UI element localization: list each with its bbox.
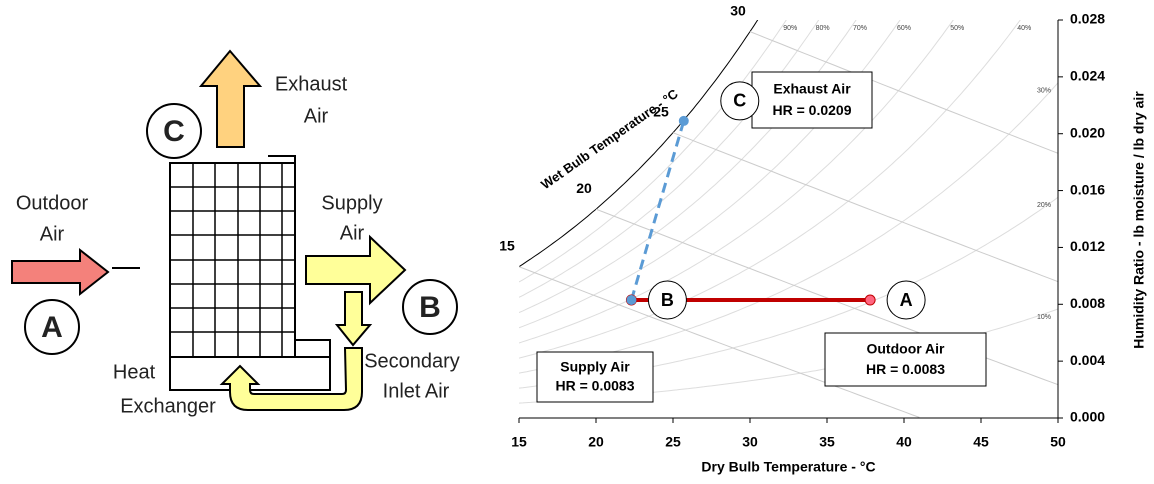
callout-text: HR = 0.0083 [556,378,635,394]
x-tick-label: 45 [973,434,989,450]
x-tick-label: 50 [1050,434,1066,450]
y-tick-label: 0.004 [1070,352,1105,368]
series-line [631,121,683,300]
label: Secondary [364,350,460,372]
rh-label: 20% [1037,202,1051,209]
data-point [679,116,689,126]
label: Air [340,222,365,244]
point-letter: A [900,290,913,310]
page: Outdoor Air Exhaust Air Supply Air Secon… [0,0,1154,479]
point-letter: B [419,291,441,324]
exhaust-arrow [201,51,260,147]
rh-label: 40% [1017,25,1031,32]
label: Air [304,105,329,127]
data-point [626,295,636,305]
rh-curve [519,0,1058,358]
x-tick-label: 30 [742,434,758,450]
callout-title: Outdoor Air [866,341,945,357]
wet-bulb-label: 30 [730,2,746,18]
data-point [865,295,875,305]
wet-bulb-axis-label: Wet Bulb Temperature - °C [538,86,681,192]
y-axis-label: Humidity Ratio - lb moisture / lb dry ai… [1131,91,1147,349]
label: Outdoor [16,192,89,214]
point-letter: C [163,115,185,148]
label: Exhaust [275,73,348,95]
secondary-arrow [337,292,370,345]
point-letter: A [41,311,63,344]
callout-title: Supply Air [560,359,630,375]
callout-text: HR = 0.0083 [866,361,945,377]
label: Heat [113,361,156,383]
rh-label: 10% [1037,314,1051,321]
x-tick-label: 40 [896,434,912,450]
wet-bulb-label: 20 [576,180,592,196]
outdoor-arrow [12,250,108,294]
x-tick-label: 35 [819,434,835,450]
rh-label: 70% [853,25,867,32]
y-tick-label: 0.024 [1070,68,1105,84]
rh-label: 50% [950,25,964,32]
x-axis-label: Dry Bulb Temperature - °C [701,459,875,475]
y-tick-label: 0.016 [1070,181,1105,197]
wet-bulb-label: 15 [499,237,515,253]
x-tick-label: 15 [511,434,527,450]
y-tick-label: 0.020 [1070,124,1105,140]
chart: 90% 80% 70% 60% 50% 40% 30% 20% 10% 15 20 25 30 Wet B… [499,0,1146,475]
callout-text: HR = 0.0209 [773,102,852,118]
rh-curve [519,0,1058,328]
rh-label: 30% [1037,88,1051,95]
y-tick-label: 0.008 [1070,295,1105,311]
point-letter: C [733,91,746,111]
label: Inlet Air [383,380,450,402]
label: Supply [321,192,382,214]
y-tick-label: 0.000 [1070,409,1105,425]
x-tick-label: 25 [665,434,681,450]
label: Exchanger [120,395,216,417]
y-tick-label: 0.028 [1070,11,1105,27]
rh-label: 80% [816,25,830,32]
y-tick-label: 0.012 [1070,238,1105,254]
exchanger-port [295,340,330,357]
rh-label: 60% [897,25,911,32]
wet-bulb-line [673,133,1058,282]
saturation-curve [519,0,1058,267]
rh-label: 90% [783,25,797,32]
label: Air [40,223,65,245]
point-letter: B [661,290,674,310]
callout-title: Exhaust Air [773,81,851,97]
x-tick-label: 20 [588,434,604,450]
